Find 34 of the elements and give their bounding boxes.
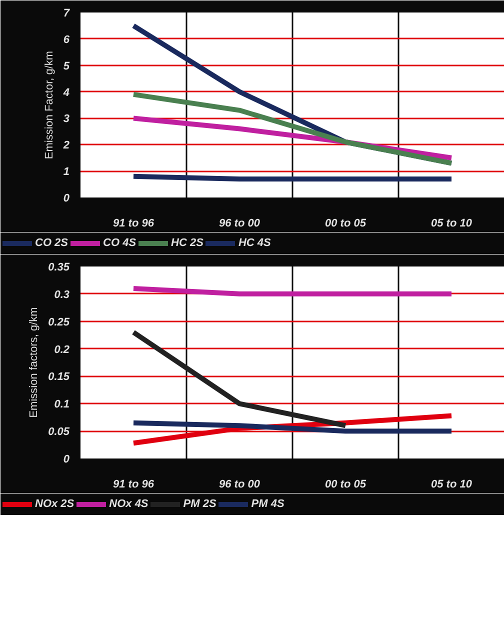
y-tick-label: 0.25 — [48, 316, 70, 328]
y-tick-label: 1 — [63, 166, 70, 178]
legend-label: NOx 2S — [35, 497, 74, 511]
legend-label: PM 2S — [183, 497, 216, 511]
x-tick-label: 00 to 05 — [325, 478, 367, 490]
y-tick-label: 2 — [62, 140, 70, 152]
y-tick-label: 6 — [63, 34, 70, 46]
y-tick-label: 0.35 — [48, 262, 70, 274]
y-tick-label: 0 — [63, 454, 70, 466]
y-tick-label: 4 — [62, 86, 70, 99]
y-axis-title: Emission Factor, g/km — [43, 50, 56, 160]
legend-label: CO 2S — [35, 236, 68, 250]
y-tick-label: 5 — [63, 60, 70, 72]
x-tick-label: 05 to 10 — [431, 218, 473, 230]
y-tick-label: 0.2 — [54, 344, 70, 356]
legend-label: HC 2S — [171, 236, 204, 250]
y-tick-label: 3 — [63, 113, 70, 126]
y-tick-label: 0.3 — [54, 288, 70, 301]
x-tick-label: 05 to 10 — [431, 478, 473, 490]
x-tick-label: 00 to 05 — [325, 218, 367, 230]
x-tick-label: 96 to 00 — [219, 218, 261, 230]
y-tick-label: 7 — [63, 8, 70, 20]
x-tick-label: 96 to 00 — [219, 478, 261, 490]
y-tick-label: 0 — [63, 192, 70, 204]
x-tick-label: 91 to 96 — [113, 218, 155, 230]
legend-label: CO 4S — [103, 236, 136, 250]
x-tick-label: 91 to 96 — [113, 478, 155, 490]
legend-label: PM 4S — [251, 497, 284, 511]
legend-label: HC 4S — [238, 236, 271, 250]
y-tick-label: 0.05 — [48, 426, 70, 438]
legend-label: NOx 4S — [109, 497, 148, 511]
y-tick-label: 0.1 — [54, 398, 70, 411]
y-tick-label: 0.15 — [48, 371, 70, 384]
y-axis-title: Emission factors, g/km — [28, 307, 40, 418]
